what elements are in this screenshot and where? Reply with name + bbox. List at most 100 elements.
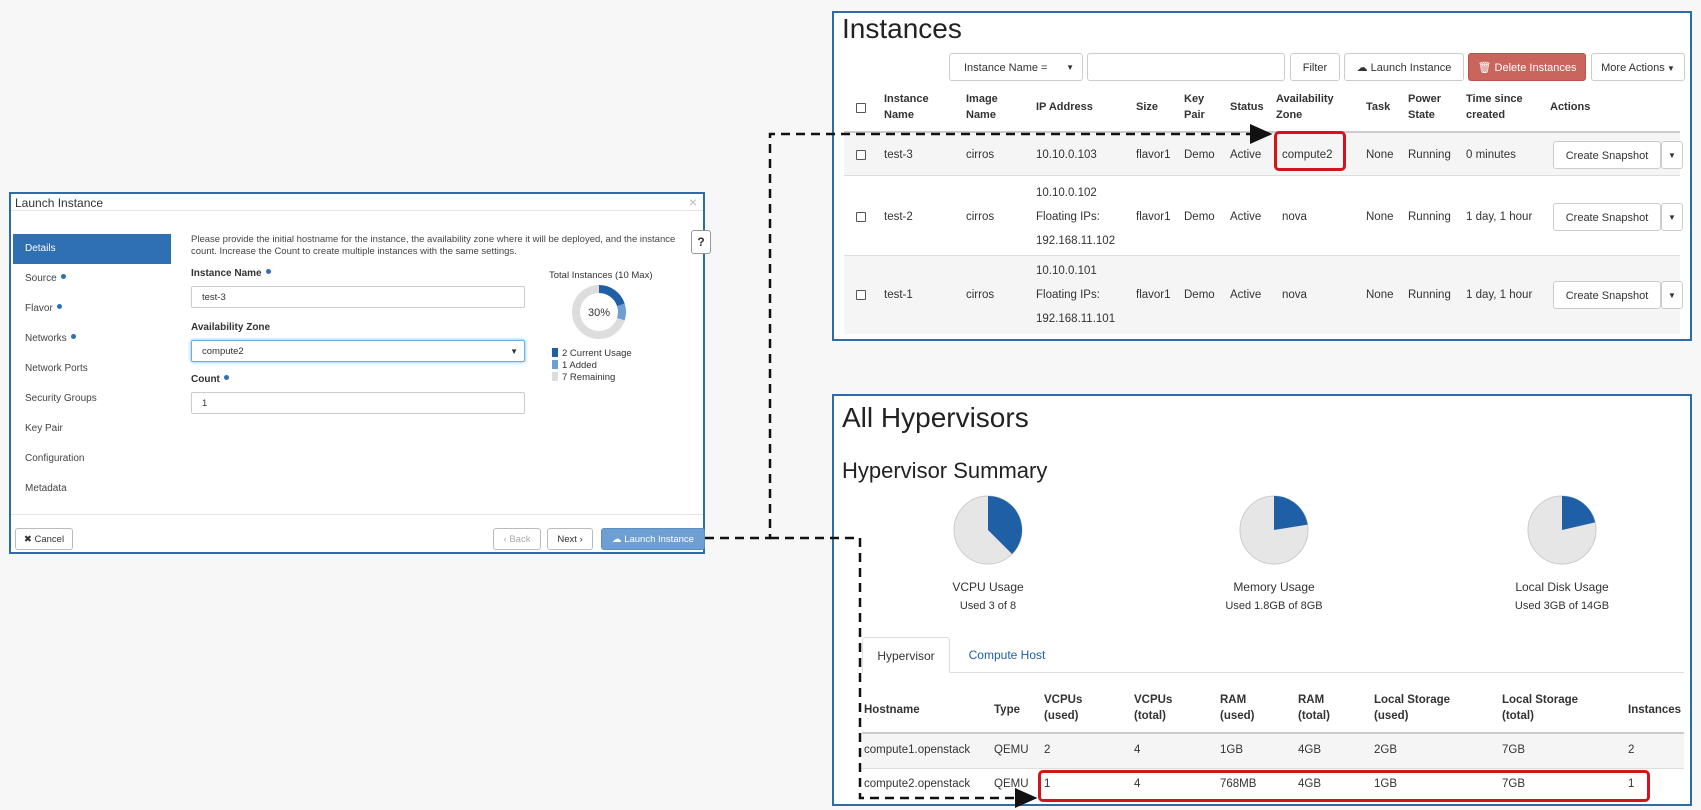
key-cell: Demo	[1184, 211, 1215, 223]
nav-label: Metadata	[25, 483, 67, 494]
image-cell: cirros	[966, 211, 995, 223]
count-label: Count	[191, 374, 229, 385]
filter-input[interactable]	[1087, 53, 1285, 81]
next-button[interactable]: Next ›	[547, 528, 593, 550]
nav-item-configuration[interactable]: Configuration	[13, 444, 171, 474]
nav-item-details[interactable]: Details	[13, 234, 171, 264]
nav-label: Security Groups	[25, 393, 97, 404]
delete-instances-button[interactable]: 🗑 Delete Instances	[1468, 53, 1586, 81]
key-cell: Demo	[1184, 289, 1215, 301]
nav-item-security-groups[interactable]: Security Groups	[13, 384, 171, 414]
ram-total-cell: 4GB	[1298, 778, 1322, 790]
ip-cell: 10.10.0.101	[1036, 265, 1097, 277]
close-icon[interactable]: ×	[688, 194, 697, 210]
donut-added-segment	[616, 303, 626, 321]
launch-instance-button[interactable]: ☁ Launch Instance	[601, 528, 705, 550]
ram-used-cell: 1GB	[1220, 744, 1244, 756]
pie-label: VCPU Usage	[952, 580, 1024, 594]
wizard-nav: Details Source Flavor Networks Network P…	[13, 234, 171, 504]
snapshot-dropdown-caret-icon[interactable]: ▼	[1661, 281, 1683, 309]
button-label: Launch Instance	[624, 534, 694, 545]
nav-item-networks[interactable]: Networks	[13, 324, 171, 354]
instance-link[interactable]: test-2	[884, 211, 913, 223]
col-header: Status	[1230, 101, 1264, 113]
label-text: Count	[191, 374, 220, 385]
vcpu-total-cell: 4	[1134, 778, 1141, 790]
instance-link[interactable]: test-3	[884, 149, 913, 161]
nav-label: Networks	[25, 333, 67, 344]
local-disk-usage-pie	[1527, 495, 1597, 565]
select-all-checkbox[interactable]	[856, 103, 866, 113]
more-actions-button[interactable]: More Actions ▼	[1591, 53, 1685, 81]
status-cell: Active	[1230, 289, 1262, 301]
ram-used-cell: 768MB	[1220, 778, 1257, 790]
row-checkbox[interactable]	[856, 290, 866, 300]
pie-sub: Used 3GB of 14GB	[1514, 600, 1610, 612]
col-header: Local Storage (used)	[1374, 694, 1451, 722]
required-dot-icon	[265, 269, 271, 274]
pie-sub: Used 1.8GB of 8GB	[1225, 600, 1323, 612]
back-button[interactable]: ‹ Back	[493, 528, 541, 550]
snapshot-dropdown-caret-icon[interactable]: ▼	[1661, 203, 1683, 231]
create-snapshot-button[interactable]: Create Snapshot	[1553, 281, 1661, 309]
power-cell: Running	[1408, 211, 1451, 223]
nav-item-flavor[interactable]: Flavor	[13, 294, 171, 324]
tab-hypervisor[interactable]: Hypervisor	[862, 637, 950, 673]
divider	[844, 255, 1680, 256]
power-cell: Running	[1408, 289, 1451, 301]
pie-used-slice	[988, 496, 1022, 555]
divider	[862, 768, 1684, 769]
legend-text: 2 Current Usage	[562, 348, 632, 359]
tab-compute-host[interactable]: Compute Host	[968, 648, 1046, 662]
instance-name-input[interactable]: test-3	[191, 286, 525, 308]
create-snapshot-button[interactable]: Create Snapshot	[1553, 203, 1661, 231]
availability-zone-select[interactable]: compute2 ▼	[191, 340, 525, 362]
col-header: Instance Name	[884, 93, 929, 121]
flavor-link[interactable]: flavor1	[1136, 211, 1171, 223]
hypervisors-panel: All Hypervisors Hypervisor Summary VCPU …	[832, 394, 1692, 806]
flavor-link[interactable]: flavor1	[1136, 149, 1171, 161]
filter-button[interactable]: Filter	[1290, 53, 1340, 81]
col-header: Actions	[1550, 101, 1591, 113]
col-header: Power State	[1408, 93, 1442, 121]
divider	[844, 175, 1680, 176]
time-cell: 1 day, 1 hour	[1466, 211, 1533, 223]
launch-instance-toolbar-button[interactable]: ☁ Launch Instance	[1344, 53, 1464, 81]
time-cell: 0 minutes	[1466, 149, 1516, 161]
ram-total-cell: 4GB	[1298, 744, 1322, 756]
col-header: VCPUs (used)	[1044, 694, 1083, 722]
nav-item-key-pair[interactable]: Key Pair	[13, 414, 171, 444]
flavor-link[interactable]: flavor1	[1136, 289, 1171, 301]
row-checkbox[interactable]	[856, 212, 866, 222]
select-value: compute2	[202, 346, 244, 357]
type-cell: QEMU	[994, 778, 1029, 790]
table-row	[844, 256, 1680, 334]
create-snapshot-button[interactable]: Create Snapshot	[1553, 141, 1661, 169]
ip-cell: Floating IPs:	[1036, 211, 1100, 223]
hostname-link[interactable]: compute1.openstack	[864, 744, 971, 756]
count-input[interactable]: 1	[191, 392, 525, 414]
instance-link[interactable]: test-1	[884, 289, 913, 301]
nav-label: Configuration	[25, 453, 85, 464]
legend-swatch	[552, 348, 558, 357]
row-checkbox[interactable]	[856, 150, 866, 160]
nav-item-source[interactable]: Source	[13, 264, 171, 294]
nav-item-network-ports[interactable]: Network Ports	[13, 354, 171, 384]
ip-cell: 192.168.11.102	[1036, 235, 1116, 247]
tab-divider	[862, 672, 1684, 673]
help-icon[interactable]: ?	[691, 230, 711, 254]
cancel-button[interactable]: ✖ Cancel	[15, 528, 73, 550]
snapshot-dropdown-caret-icon[interactable]: ▼	[1661, 141, 1683, 169]
key-cell: Demo	[1184, 149, 1215, 161]
nav-item-metadata[interactable]: Metadata	[13, 474, 171, 504]
required-dot-icon	[223, 375, 229, 380]
required-dot-icon	[56, 304, 62, 309]
pie-used-slice	[1274, 496, 1308, 530]
pie-label: Local Disk Usage	[1515, 580, 1609, 594]
pie-used-slice	[1562, 496, 1596, 530]
nav-label: Network Ports	[25, 363, 88, 374]
summary-title: Hypervisor Summary	[842, 458, 1048, 483]
hostname-link[interactable]: compute2.openstack	[864, 778, 971, 790]
storage-total-cell: 7GB	[1502, 744, 1526, 756]
filter-field-select[interactable]: Instance Name = ▼	[949, 53, 1083, 81]
